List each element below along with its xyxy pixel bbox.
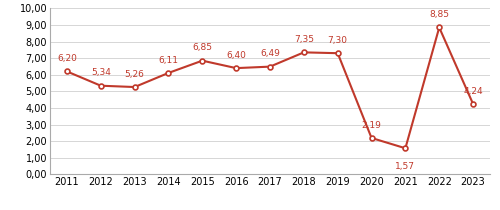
Text: 6,11: 6,11 xyxy=(158,56,178,65)
Text: 6,20: 6,20 xyxy=(57,54,77,63)
Text: 5,34: 5,34 xyxy=(91,68,110,77)
Text: 7,35: 7,35 xyxy=(294,35,314,44)
Text: 6,40: 6,40 xyxy=(226,51,246,60)
Text: 6,49: 6,49 xyxy=(260,49,280,58)
Text: 1,57: 1,57 xyxy=(396,162,415,171)
Text: 8,85: 8,85 xyxy=(429,10,449,19)
Text: 4,24: 4,24 xyxy=(464,87,483,96)
Text: 7,30: 7,30 xyxy=(328,36,347,45)
Text: 5,26: 5,26 xyxy=(124,70,144,79)
Text: 2,19: 2,19 xyxy=(362,121,382,130)
Text: 6,85: 6,85 xyxy=(192,43,212,52)
